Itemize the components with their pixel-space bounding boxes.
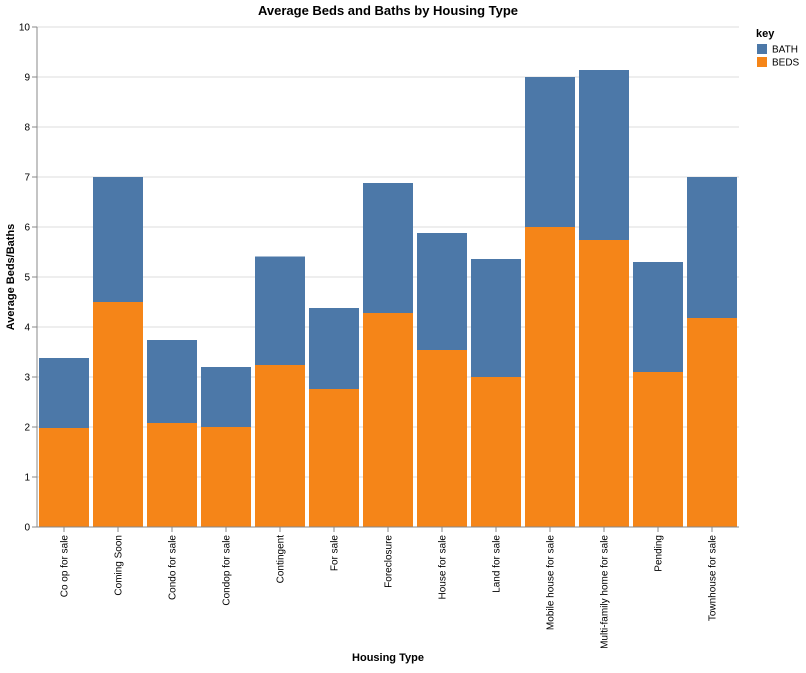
x-tick-label: Coming Soon (114, 535, 125, 596)
y-tick-label: 2 (24, 423, 30, 434)
x-tick-label: Contingent (276, 535, 287, 584)
y-tick-label: 10 (19, 23, 31, 34)
bar-bath (525, 77, 575, 227)
legend-swatch-beds (757, 57, 767, 67)
y-tick-label: 6 (24, 223, 30, 234)
y-tick-label: 0 (24, 523, 30, 534)
bar-bath (687, 177, 737, 318)
bar-beds (93, 302, 143, 527)
x-tick-label: House for sale (438, 535, 449, 600)
x-axis-title: Housing Type (352, 652, 424, 664)
bar-bath (255, 256, 305, 365)
bar-bath (417, 233, 467, 350)
bar-beds (363, 313, 413, 527)
bar-bath (39, 358, 89, 428)
bar-beds (309, 389, 359, 527)
x-tick-label: Townhouse for sale (708, 535, 719, 622)
bar-bath (309, 308, 359, 389)
bar-bath (633, 262, 683, 372)
x-tick-label: Condop for sale (222, 535, 233, 606)
y-axis-ticks: 0 1 2 3 4 5 6 7 8 9 10 (19, 23, 37, 534)
bar-beds (39, 428, 89, 527)
x-tick-label: Mobile house for sale (546, 535, 557, 630)
legend-swatch-bath (757, 44, 767, 54)
x-tick-label: Foreclosure (384, 535, 395, 588)
x-tick-label: Multi-family home for sale (600, 535, 611, 649)
x-tick-label: Land for sale (492, 535, 503, 593)
legend-label-bath: BATH (772, 45, 798, 56)
bar-bath (579, 70, 629, 240)
legend-label-beds: BEDS (772, 58, 800, 69)
bar-beds (417, 350, 467, 527)
y-tick-label: 5 (24, 273, 30, 284)
bar-beds (525, 227, 575, 527)
legend-title: key (756, 28, 775, 40)
bar-bath (93, 177, 143, 302)
y-tick-label: 9 (24, 73, 30, 84)
bar-beds (471, 377, 521, 527)
bar-bath (201, 367, 251, 427)
y-axis-title: Average Beds/Baths (5, 224, 17, 331)
legend: key BATH BEDS (756, 28, 800, 69)
x-tick-label: Condo for sale (168, 535, 179, 600)
x-tick-label: For sale (330, 535, 341, 572)
bar-beds (147, 423, 197, 527)
y-tick-label: 1 (24, 473, 30, 484)
x-tick-label: Pending (654, 535, 665, 572)
chart-title: Average Beds and Baths by Housing Type (258, 3, 518, 18)
bar-bath (363, 183, 413, 313)
y-tick-label: 7 (24, 173, 30, 184)
x-tick-label: Co op for sale (60, 535, 71, 598)
bar-bath (147, 340, 197, 423)
bar-beds (687, 318, 737, 527)
y-tick-label: 4 (24, 323, 30, 334)
bar-beds (633, 372, 683, 527)
y-tick-label: 3 (24, 373, 30, 384)
x-axis-ticks: Co op for sale Coming Soon Condo for sale C… (60, 527, 719, 649)
bars (39, 70, 737, 527)
bar-beds (201, 427, 251, 527)
bar-beds (255, 365, 305, 527)
y-tick-label: 8 (24, 123, 30, 134)
bar-bath (471, 259, 521, 377)
bar-beds (579, 240, 629, 527)
